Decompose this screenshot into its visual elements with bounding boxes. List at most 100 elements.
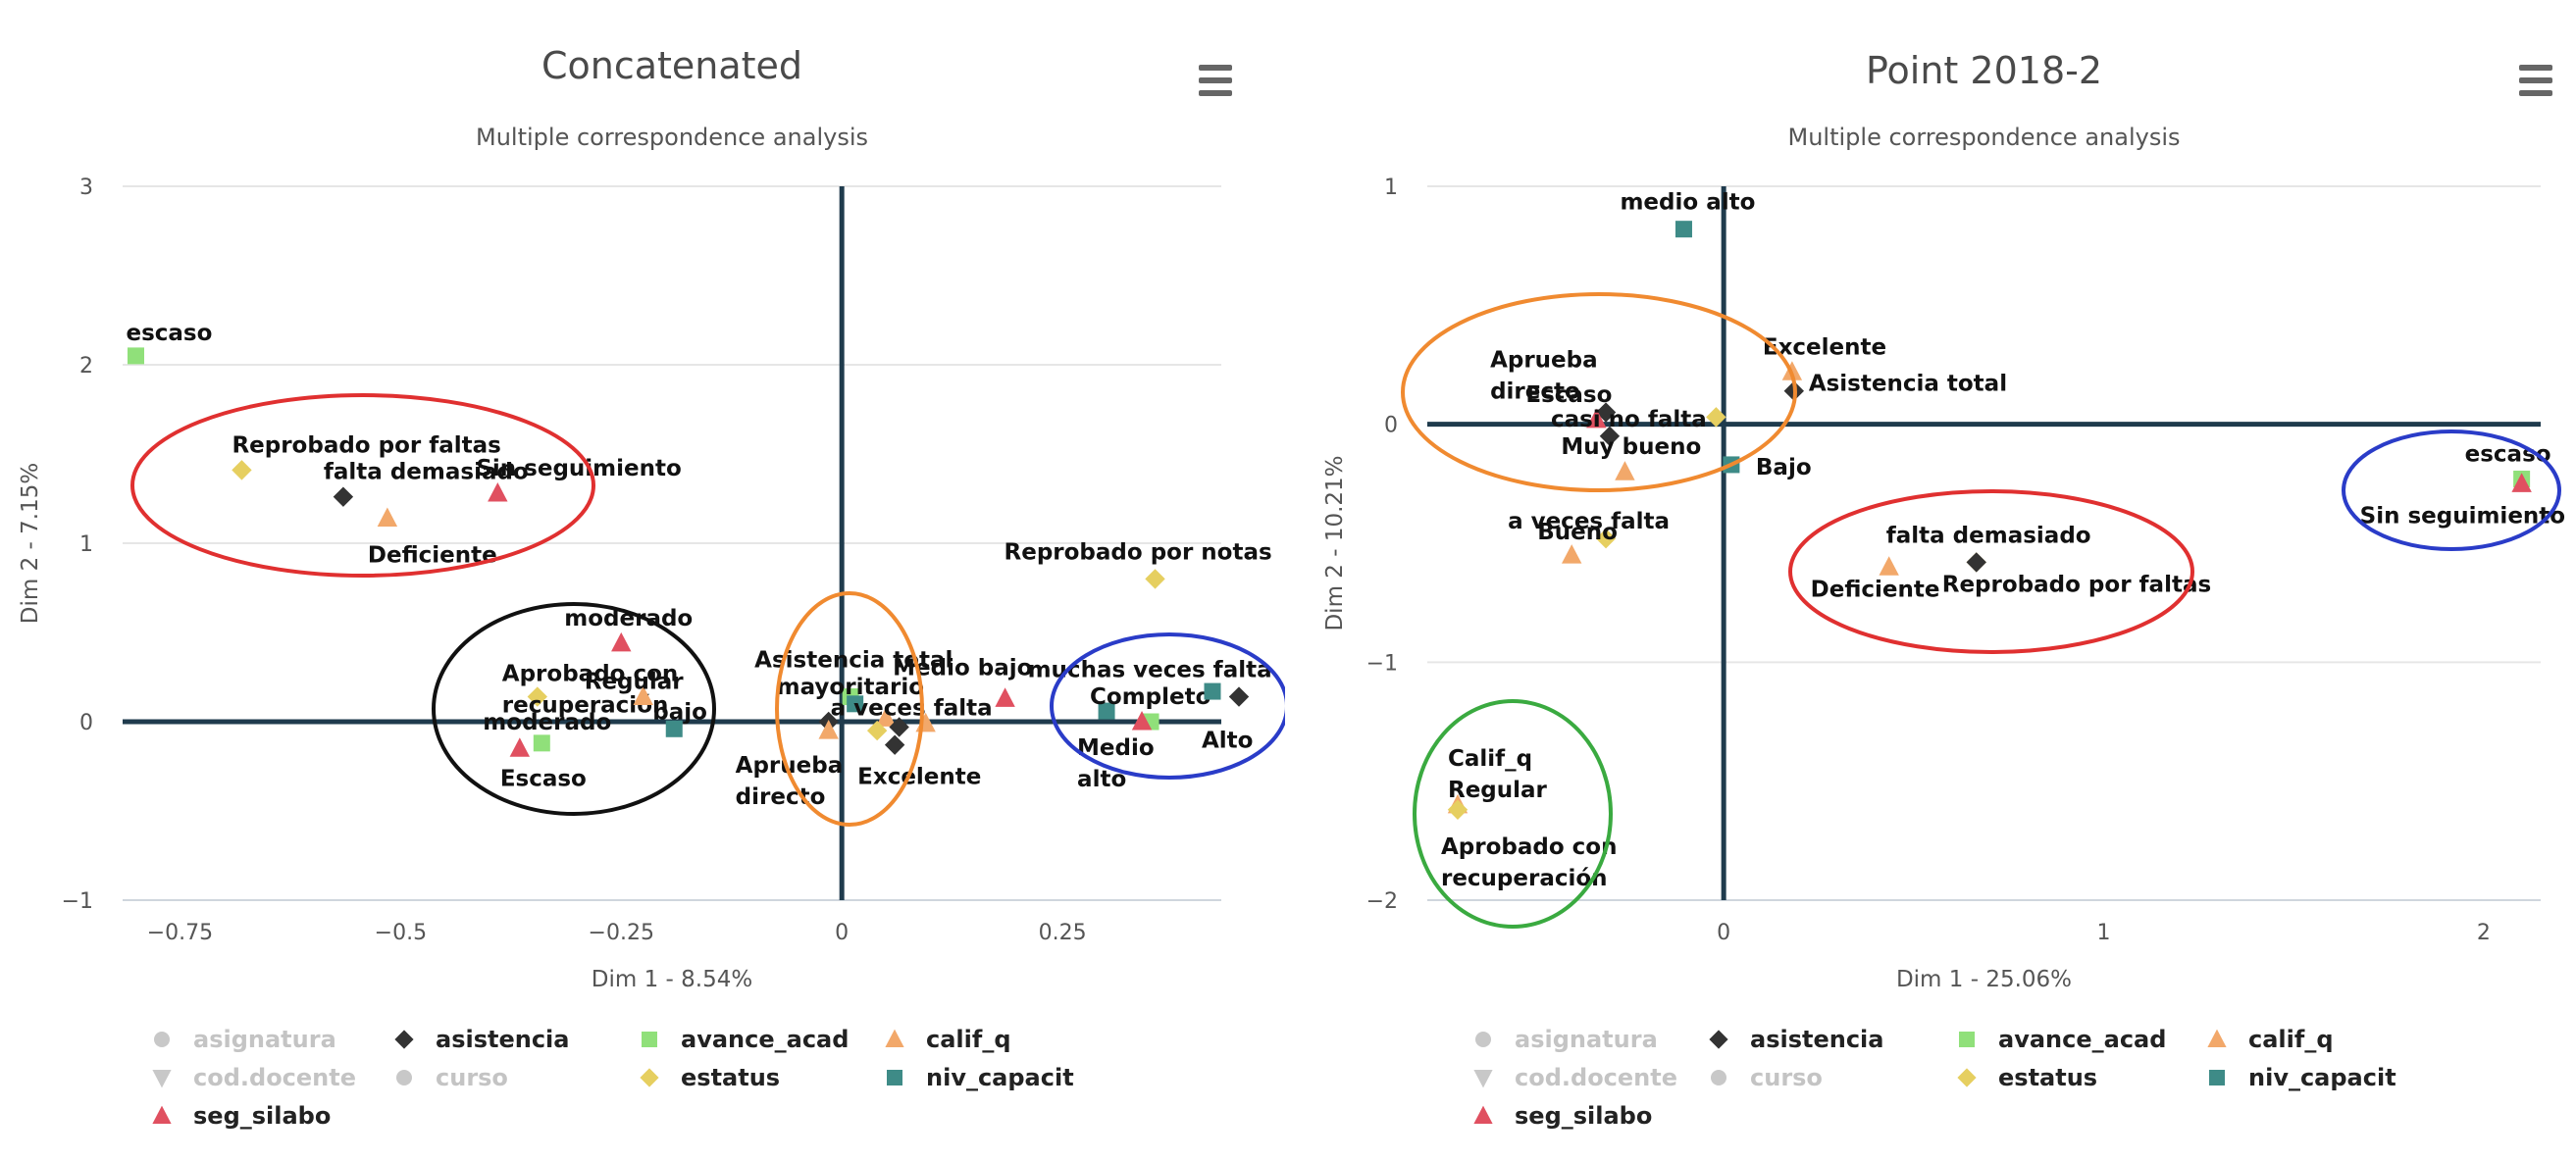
data-point-asistencia[interactable] — [333, 486, 354, 507]
data-label: Reprobado por notas — [1005, 539, 1272, 565]
legend-marker-niv-capacit[interactable] — [887, 1070, 902, 1085]
legend-marker-asistencia[interactable] — [1709, 1030, 1728, 1049]
legend-marker-cod-docente[interactable] — [152, 1070, 172, 1088]
data-point-estatus[interactable] — [866, 720, 888, 741]
data-point-niv-capacit[interactable] — [1204, 682, 1221, 700]
x-axis-label: Dim 1 - 25.06% — [1896, 967, 2072, 992]
data-point-seg-silabo[interactable] — [995, 687, 1015, 707]
data-point-seg-silabo[interactable] — [1586, 408, 1607, 429]
legend-marker-asignatura[interactable] — [154, 1032, 170, 1047]
legend-item-avance-acad[interactable]: avance_acad — [642, 1026, 849, 1053]
data-point-seg-silabo[interactable] — [2511, 473, 2532, 492]
data-label: moderado — [564, 606, 693, 631]
legend-marker-cod-docente[interactable] — [1473, 1070, 1493, 1088]
y-tick-label: 1 — [1384, 176, 1398, 200]
legend-item-cod-docente[interactable]: cod.docente — [1473, 1064, 1677, 1091]
data-point-niv-capacit[interactable] — [847, 695, 864, 713]
chart-title: Concatenated — [541, 44, 802, 87]
data-point-asistencia[interactable] — [1599, 426, 1621, 446]
data-point-seg-silabo[interactable] — [509, 737, 531, 757]
legend-item-calif-q[interactable]: calif_q — [2207, 1026, 2334, 1053]
legend-label: asistencia — [1750, 1026, 1883, 1053]
data-label: Excelente — [857, 765, 981, 790]
data-point-calif-q[interactable] — [377, 507, 398, 528]
cluster-ellipse-blue — [1050, 632, 1285, 780]
cluster-ellipse-blue — [2342, 429, 2561, 551]
legend-item-curso[interactable]: curso — [1711, 1064, 1823, 1091]
data-label: moderado — [483, 710, 611, 735]
legend-item-seg-silabo[interactable]: seg_silabo — [1473, 1102, 1652, 1130]
y-tick-label: 0 — [79, 711, 93, 735]
data-point-calif-q[interactable] — [633, 685, 653, 706]
legend-item-niv-capacit[interactable]: niv_capacit — [2209, 1064, 2396, 1091]
chart-menu-icon[interactable] — [2519, 65, 2552, 96]
data-point-estatus[interactable] — [1706, 407, 1726, 428]
data-point-calif-q[interactable] — [1562, 544, 1582, 564]
data-point-avance-acad[interactable] — [127, 347, 144, 365]
y-axis-label: Dim 2 - 7.15% — [18, 463, 43, 624]
data-point-estatus[interactable] — [1447, 799, 1468, 820]
legend-marker-avance-acad[interactable] — [642, 1032, 657, 1047]
legend-marker-calif-q[interactable] — [885, 1029, 904, 1047]
data-point-calif-q[interactable] — [875, 707, 897, 727]
legend-item-cod-docente[interactable]: cod.docente — [152, 1064, 356, 1091]
legend-item-niv-capacit[interactable]: niv_capacit — [887, 1064, 1074, 1091]
legend-marker-avance-acad[interactable] — [1959, 1032, 1975, 1047]
legend-item-calif-q[interactable]: calif_q — [885, 1026, 1011, 1053]
x-tick-label: 2 — [2477, 921, 2491, 945]
data-point-avance-acad[interactable] — [533, 734, 550, 752]
legend-item-avance-acad[interactable]: avance_acad — [1959, 1026, 2166, 1053]
legend-item-asignatura[interactable]: asignatura — [1475, 1026, 1658, 1053]
data-point-seg-silabo[interactable] — [1131, 710, 1153, 731]
y-tick-label: −1 — [62, 889, 93, 914]
legend-item-asistencia[interactable]: asistencia — [394, 1026, 569, 1053]
data-point-niv-capacit[interactable] — [665, 720, 683, 737]
y-tick-label: 3 — [79, 176, 93, 200]
legend-marker-asignatura[interactable] — [1475, 1032, 1491, 1047]
data-point-asistencia[interactable] — [1966, 552, 1986, 573]
y-tick-label: 0 — [1384, 414, 1398, 438]
data-point-calif-q[interactable] — [818, 720, 839, 739]
legend-item-curso[interactable]: curso — [396, 1064, 508, 1091]
legend-marker-niv-capacit[interactable] — [2209, 1070, 2225, 1085]
cluster-ellipse-orange — [775, 591, 924, 827]
legend-marker-estatus[interactable] — [1957, 1068, 1977, 1087]
legend-label: seg_silabo — [1515, 1102, 1652, 1130]
data-point-calif-q[interactable] — [1879, 556, 1899, 576]
data-point-estatus[interactable] — [1145, 569, 1165, 589]
data-point-estatus[interactable] — [232, 460, 252, 480]
legend-marker-curso[interactable] — [1711, 1070, 1726, 1085]
data-point-seg-silabo[interactable] — [488, 481, 508, 502]
data-label: mayoritario — [777, 675, 924, 700]
data-point-seg-silabo[interactable] — [611, 631, 632, 652]
data-label: Sin seguimiento — [476, 456, 681, 481]
legend-marker-estatus[interactable] — [640, 1068, 659, 1087]
legend-item-seg-silabo[interactable]: seg_silabo — [152, 1102, 331, 1130]
data-point-calif-q[interactable] — [1615, 461, 1635, 480]
data-point-niv-capacit[interactable] — [1098, 702, 1115, 720]
data-label: falta demasiado — [324, 460, 529, 485]
legend-marker-seg-silabo[interactable] — [152, 1105, 172, 1124]
data-label: casi no falta — [1551, 407, 1707, 432]
legend-marker-curso[interactable] — [396, 1070, 412, 1085]
data-label: Deficiente — [1811, 577, 1940, 602]
legend-item-asistencia[interactable]: asistencia — [1709, 1026, 1883, 1053]
data-point-niv-capacit[interactable] — [1674, 221, 1692, 238]
data-point-asistencia[interactable] — [889, 717, 909, 737]
legend-item-estatus[interactable]: estatus — [1957, 1064, 2097, 1091]
legend-item-asignatura[interactable]: asignatura — [154, 1026, 336, 1053]
legend-marker-asistencia[interactable] — [394, 1030, 414, 1049]
legend-item-estatus[interactable]: estatus — [640, 1064, 780, 1091]
legend-marker-calif-q[interactable] — [2207, 1029, 2227, 1047]
chart-menu-icon[interactable] — [1199, 65, 1232, 96]
legend-label: cod.docente — [193, 1064, 356, 1091]
chart-subtitle: Multiple correspondence analysis — [476, 124, 868, 151]
legend-label: avance_acad — [1998, 1026, 2166, 1053]
cluster-ellipse-orange — [1401, 292, 1797, 492]
data-label: muchas veces falta — [1028, 657, 1272, 682]
data-point-asistencia[interactable] — [1228, 686, 1250, 707]
data-point-asistencia[interactable] — [884, 734, 905, 755]
legend-marker-seg-silabo[interactable] — [1473, 1105, 1493, 1124]
data-point-estatus[interactable] — [527, 686, 548, 707]
